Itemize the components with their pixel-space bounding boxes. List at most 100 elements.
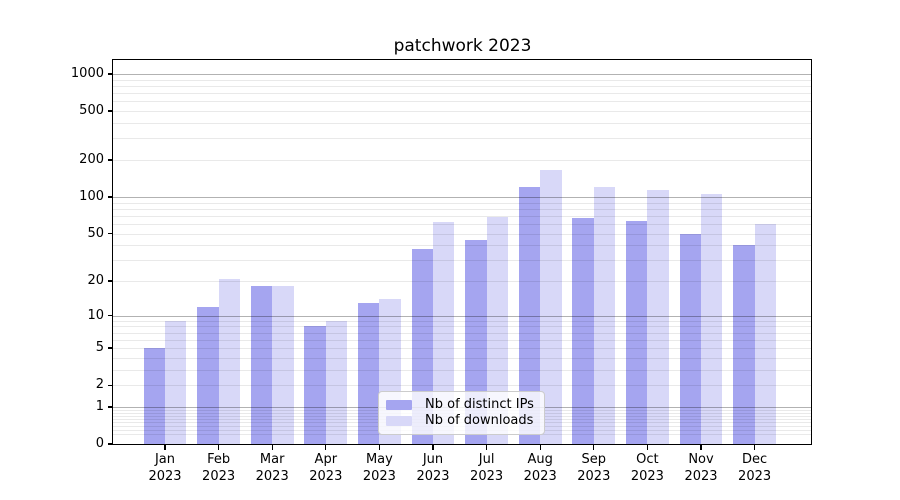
legend-label-distinct-ips: Nb of distinct IPs [425, 397, 534, 412]
x-tick-label-year: 2023 [416, 469, 450, 484]
x-tick-label-year: 2023 [523, 469, 557, 484]
x-tick-label: Nov 2023 [666, 451, 736, 485]
gridline-minor [113, 86, 811, 87]
x-tick-label-month: Feb [207, 452, 231, 467]
x-tick-label: Mar 2023 [237, 451, 307, 485]
y-tick-mark [108, 443, 113, 445]
legend-item-distinct-ips: Nb of distinct IPs [386, 397, 536, 413]
bar-downloads [218, 278, 240, 444]
y-tick-label: 2 [95, 377, 104, 393]
y-tick-label: 500 [79, 103, 104, 119]
x-tick-label-month: Apr [314, 452, 338, 467]
bar-distinct-ips [143, 348, 165, 444]
bar-downloads [593, 187, 616, 444]
y-tick-mark [108, 347, 113, 349]
bar-downloads [325, 320, 348, 444]
bar-downloads [647, 189, 669, 444]
bar-distinct-ips [518, 187, 541, 444]
x-tick-mark [753, 445, 756, 450]
x-tick-label: Dec 2023 [720, 451, 790, 485]
legend-item-downloads: Nb of downloads [386, 413, 536, 429]
x-tick-label-year: 2023 [148, 469, 182, 484]
bar-downloads [272, 286, 294, 444]
x-tick-label-month: Mar [259, 452, 285, 467]
x-tick-label-month: Oct [636, 452, 659, 467]
x-tick-mark [646, 445, 649, 450]
x-tick-label-month: Jul [478, 452, 495, 467]
x-tick-label-year: 2023 [202, 469, 236, 484]
y-tick-label: 5 [95, 340, 104, 356]
x-tick-label: Apr 2023 [291, 451, 361, 485]
x-tick-mark [593, 445, 595, 450]
bar-distinct-ips [250, 286, 273, 444]
x-tick-label-month: Dec [742, 452, 768, 467]
x-tick-label: Jul 2023 [452, 451, 522, 485]
bar-downloads [540, 170, 562, 444]
y-tick-mark [108, 384, 113, 386]
bar-downloads [486, 217, 508, 444]
y-tick-mark [108, 159, 113, 161]
x-tick-mark [271, 445, 273, 450]
y-tick-mark [108, 406, 113, 408]
x-tick-label-year: 2023 [577, 469, 611, 484]
bar-distinct-ips [733, 245, 755, 444]
gridline-minor [113, 79, 811, 81]
y-tick-label: 1000 [70, 66, 104, 81]
y-tick-label: 1 [95, 398, 104, 414]
legend: Nb of distinct IPs Nb of downloads [378, 391, 545, 435]
x-tick-label-year: 2023 [362, 469, 396, 484]
x-tick-label: Jun 2023 [398, 451, 468, 485]
y-tick-label: 50 [87, 225, 104, 241]
legend-swatch-downloads-icon [386, 415, 412, 427]
bar-distinct-ips [679, 233, 701, 444]
x-tick-mark [700, 445, 702, 450]
gridline-minor [113, 138, 811, 140]
y-tick-label: 200 [79, 152, 104, 167]
bar-downloads [165, 320, 187, 444]
x-tick-label-month: Jun [422, 452, 444, 467]
bar-downloads [433, 222, 455, 444]
gridline-minor [113, 123, 811, 124]
x-tick-label-year: 2023 [684, 469, 718, 484]
x-tick-label: Feb 2023 [184, 451, 254, 485]
gridline-minor [113, 101, 811, 103]
chart-title: patchwork 2023 [393, 36, 532, 56]
legend-label-downloads: Nb of downloads [425, 413, 534, 428]
x-tick-label: Oct 2023 [612, 451, 682, 485]
y-tick-mark [108, 232, 113, 235]
x-tick-label-year: 2023 [738, 469, 772, 484]
bar-downloads [701, 193, 723, 444]
x-tick-label: Sep 2023 [559, 451, 629, 485]
plot-area [112, 59, 812, 445]
x-tick-mark [325, 445, 327, 450]
x-tick-mark [432, 445, 434, 450]
y-tick-mark [108, 196, 113, 198]
bar-distinct-ips [358, 302, 380, 444]
x-tick-mark [378, 445, 381, 450]
y-tick-mark [108, 73, 113, 75]
x-tick-mark [164, 445, 166, 450]
x-tick-label-year: 2023 [470, 469, 504, 484]
y-tick-label: 0 [95, 436, 104, 451]
bar-distinct-ips [197, 306, 219, 444]
y-tick-mark [108, 280, 113, 282]
x-tick-mark [485, 445, 488, 450]
x-tick-mark [217, 445, 220, 450]
x-tick-label: Aug 2023 [505, 451, 575, 485]
y-tick-label: 100 [79, 188, 104, 204]
y-tick-label: 10 [87, 307, 104, 323]
bar-downloads [754, 223, 776, 444]
x-tick-label-year: 2023 [630, 469, 664, 484]
x-tick-label: Jan 2023 [130, 451, 200, 485]
bar-distinct-ips [626, 220, 648, 444]
x-tick-label-year: 2023 [255, 469, 289, 484]
y-tick-mark [108, 314, 113, 317]
x-tick-label-month: May [365, 452, 393, 467]
x-tick-label-year: 2023 [309, 469, 343, 484]
y-tick-mark [108, 110, 113, 112]
y-tick-label: 20 [87, 273, 104, 288]
x-tick-label: May 2023 [344, 451, 414, 485]
x-tick-label-month: Sep [581, 452, 607, 467]
bar-distinct-ips [304, 326, 326, 444]
